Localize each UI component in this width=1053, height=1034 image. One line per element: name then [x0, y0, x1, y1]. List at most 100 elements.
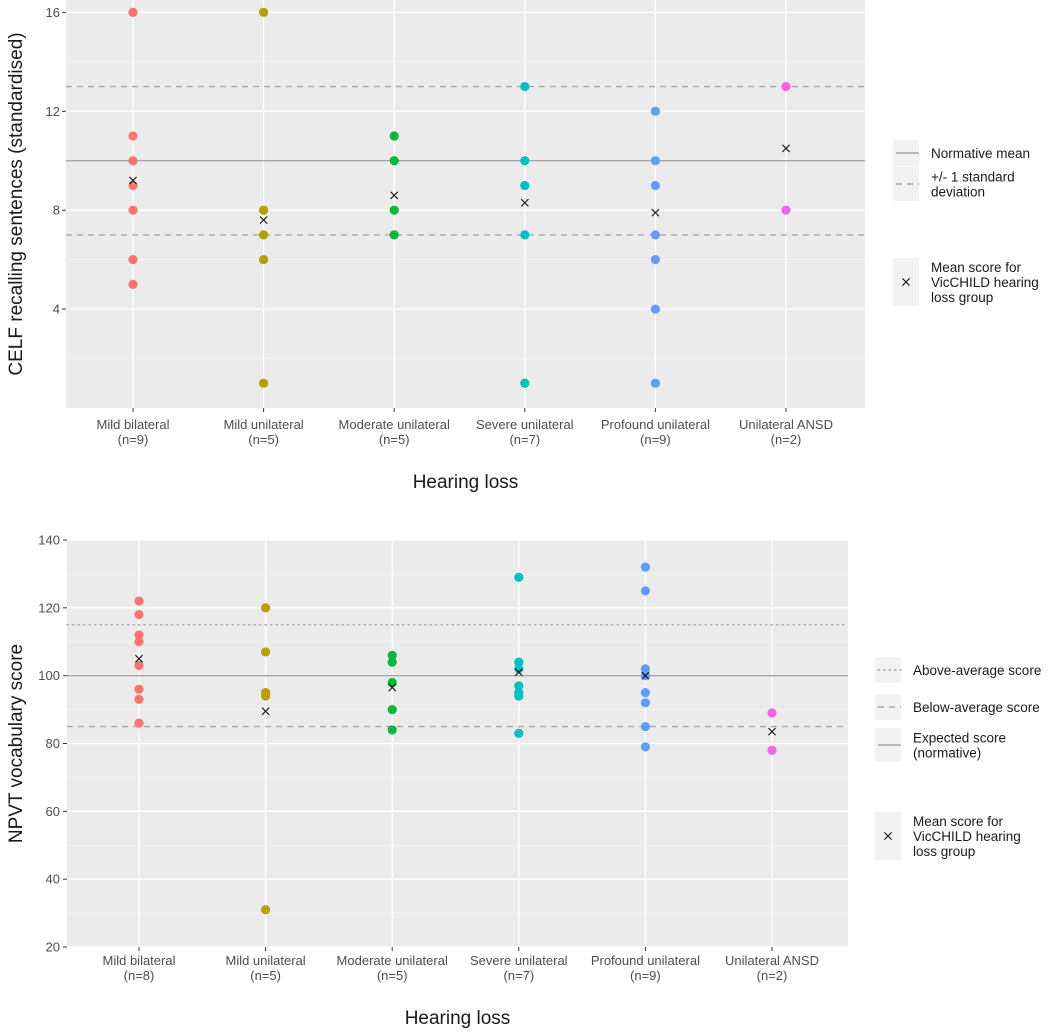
- data-point: [389, 131, 399, 141]
- legend-label: (normative): [913, 746, 981, 761]
- x-tick-count: (n=7): [503, 968, 534, 983]
- data-point: [650, 255, 661, 265]
- legend-label: loss group: [931, 290, 993, 305]
- data-point: [650, 230, 661, 240]
- y-tick-label: 140: [38, 533, 60, 548]
- mean-marker: [129, 176, 137, 185]
- legend-label: Mean score for: [931, 260, 1022, 275]
- data-point: [387, 704, 397, 715]
- data-point: [514, 728, 524, 738]
- x-tick-count: (n=5): [379, 432, 410, 447]
- legend-mean-marker: [902, 278, 910, 286]
- data-point: [259, 7, 269, 17]
- legend-label: Below-average score: [913, 700, 1040, 715]
- data-point: [767, 708, 777, 718]
- data-point: [261, 905, 271, 915]
- data-point: [520, 156, 530, 166]
- data-point: [134, 660, 144, 671]
- data-point: [128, 205, 138, 215]
- x-tick-label: Mild bilateral: [103, 953, 176, 968]
- x-tick-label: Moderate unilateral: [337, 953, 448, 968]
- x-tick-count: (n=8): [124, 968, 155, 983]
- mean-marker: [768, 727, 776, 736]
- mean-marker-stroke: [261, 707, 270, 716]
- x-tick-count: (n=9): [118, 432, 149, 447]
- data-point: [128, 7, 138, 17]
- data-point: [640, 721, 651, 732]
- data-point: [781, 205, 791, 215]
- data-point: [128, 180, 138, 191]
- mean-marker-stroke: [135, 654, 143, 663]
- data-point: [520, 81, 530, 92]
- data-point: [259, 378, 269, 388]
- data-point: [387, 657, 397, 667]
- mean-marker: [520, 198, 529, 207]
- data-point: [134, 630, 144, 640]
- data-point: [134, 694, 144, 705]
- y-tick-label: 100: [38, 668, 60, 683]
- y-axis-title: NPVT vocabulary score: [6, 644, 27, 843]
- mean-marker-stroke: [641, 671, 650, 680]
- y-tick-label: 4: [53, 302, 60, 317]
- data-point: [389, 156, 399, 166]
- x-tick-label: Unilateral ANSD: [739, 417, 833, 432]
- x-tick-label: Severe unilateral: [476, 417, 574, 432]
- mean-marker-stroke: [129, 176, 137, 185]
- data-point: [767, 745, 777, 755]
- data-point: [640, 586, 651, 596]
- data-point: [259, 255, 269, 265]
- data-point: [259, 205, 269, 215]
- data-point: [650, 378, 661, 388]
- x-tick-count: (n=2): [771, 432, 802, 447]
- data-point: [259, 230, 269, 240]
- x-tick-label: Mild unilateral: [225, 953, 305, 968]
- legend-label: deviation: [931, 185, 985, 200]
- mean-marker: [135, 654, 143, 663]
- x-tick-count: (n=5): [377, 968, 408, 983]
- y-tick-label: 8: [53, 203, 60, 218]
- y-tick-label: 12: [46, 104, 60, 119]
- y-tick-label: 120: [38, 600, 60, 615]
- mean-marker: [259, 216, 268, 225]
- mean-marker-stroke: [782, 144, 790, 153]
- mean-marker-stroke: [520, 198, 529, 207]
- legend-label: VicCHILD hearing: [913, 829, 1021, 844]
- x-tick-label: Mild unilateral: [223, 417, 303, 432]
- data-point: [520, 378, 530, 388]
- data-point: [640, 664, 651, 674]
- x-tick-label: Severe unilateral: [470, 953, 568, 968]
- legend-label: Expected score: [913, 731, 1006, 746]
- mean-marker: [651, 208, 660, 217]
- data-point: [261, 691, 271, 701]
- y-tick-label: 80: [46, 736, 60, 751]
- x-tick-count: (n=2): [757, 968, 788, 983]
- data-point: [514, 664, 524, 674]
- mean-marker: [514, 668, 523, 677]
- x-tick-count: (n=5): [250, 968, 281, 983]
- data-point: [520, 230, 530, 240]
- x-tick-label: Mild bilateral: [97, 417, 170, 432]
- data-point: [514, 657, 524, 667]
- data-point: [261, 647, 271, 657]
- y-tick-label: 16: [46, 5, 60, 20]
- data-point: [134, 684, 144, 694]
- data-point: [640, 688, 651, 698]
- x-axis-title: Hearing loss: [413, 472, 519, 493]
- data-point: [134, 637, 144, 647]
- x-tick-count: (n=9): [640, 432, 671, 447]
- x-tick-label: Unilateral ANSD: [725, 953, 819, 968]
- data-point: [134, 610, 144, 620]
- data-point: [650, 180, 661, 191]
- data-point: [389, 205, 399, 215]
- data-point: [387, 650, 397, 660]
- data-point: [650, 156, 661, 166]
- x-axis-title: Hearing loss: [405, 1008, 511, 1029]
- x-tick-count: (n=5): [248, 432, 279, 447]
- x-tick-count: (n=9): [630, 968, 661, 983]
- legend-label: VicCHILD hearing: [931, 275, 1039, 290]
- mean-marker-stroke: [388, 683, 397, 692]
- mean-marker: [641, 671, 650, 680]
- data-point: [134, 596, 144, 606]
